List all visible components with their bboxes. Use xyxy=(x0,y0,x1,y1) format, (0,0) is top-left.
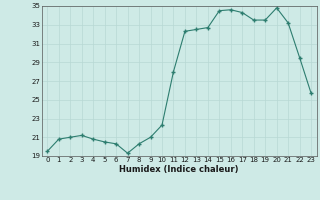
X-axis label: Humidex (Indice chaleur): Humidex (Indice chaleur) xyxy=(119,165,239,174)
